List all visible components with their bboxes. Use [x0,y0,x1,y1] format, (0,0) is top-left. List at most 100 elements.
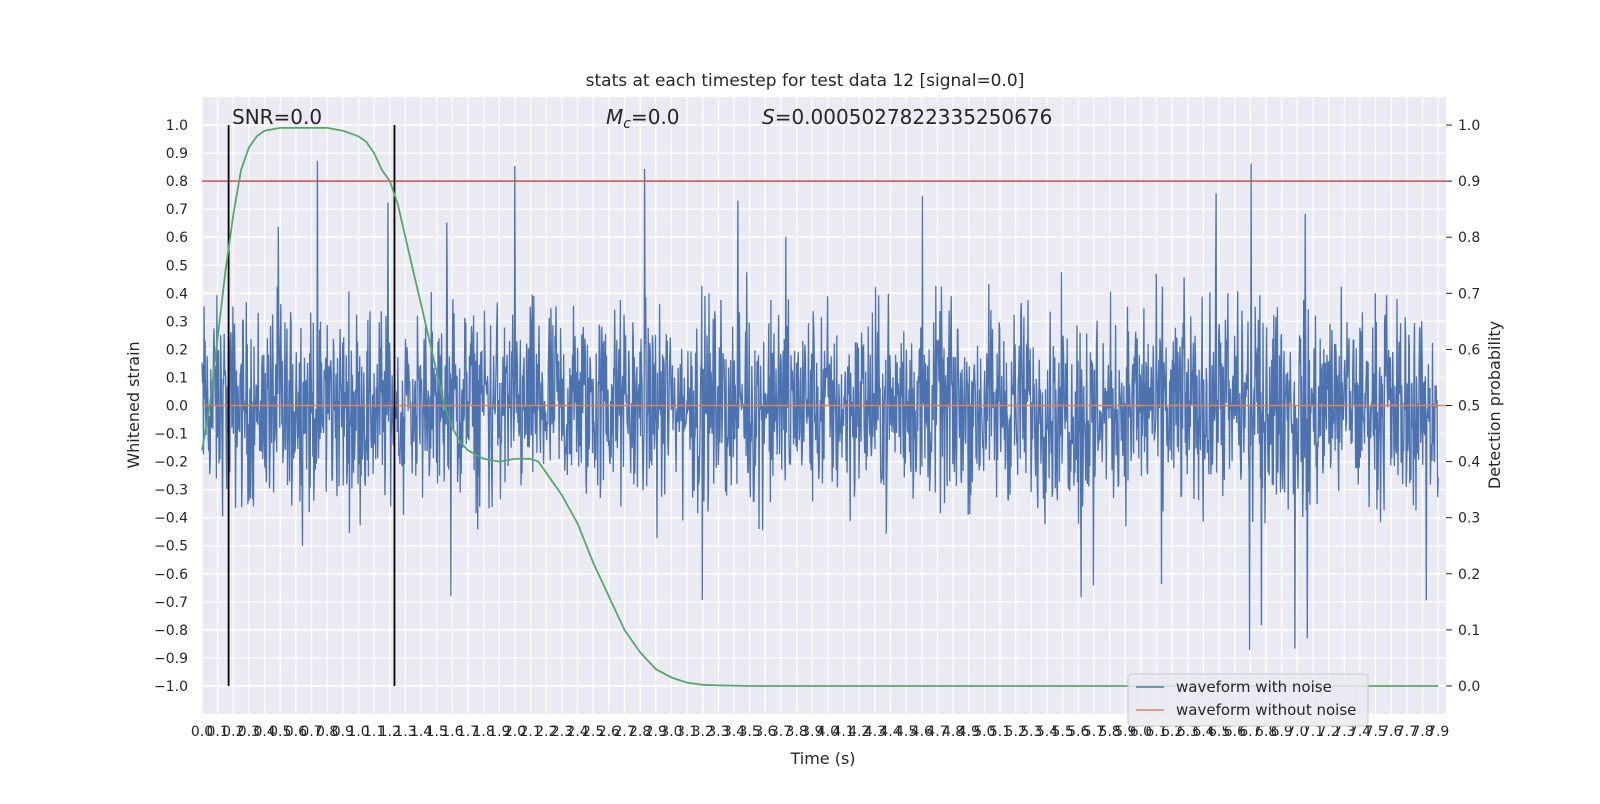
x-tick-label: 7.3 [1333,724,1355,740]
x-tick-label: 3.3 [707,724,729,740]
detection-probability-line [201,127,1439,687]
y-tick-label-left: −0.4 [154,511,188,527]
x-tick-label: 7.6 [1380,724,1402,740]
x-tick-label: 4.5 [895,724,917,740]
x-tick-label: 2.5 [582,724,604,740]
series-lines [201,125,1446,687]
x-tick-label: 0.6 [285,724,307,740]
x-tick-label: 3.9 [801,724,823,740]
x-tick-label: 1.4 [410,724,432,740]
x-tick-label: 5.7 [1083,724,1105,740]
x-tick-label: 0.7 [300,724,322,740]
x-tick-label: 7.0 [1286,724,1308,740]
x-tick-label: 1.2 [379,724,401,740]
x-tick-label: 7.8 [1411,724,1433,740]
x-tick-label: 3.6 [754,724,776,740]
y-tick-label-left: −0.6 [154,567,188,583]
x-tick-label: 5.9 [1114,724,1136,740]
x-tick-label: 1.9 [488,724,510,740]
y-tick-label-left: 0.4 [166,286,188,302]
y-tick-label-left: −0.9 [154,651,188,667]
y-tick-label-left: 0.0 [166,399,188,415]
x-tick-label: 6.1 [1145,724,1167,740]
y-tick-label-left: −0.5 [154,539,188,555]
x-tick-label: 6.3 [1177,724,1199,740]
chirp-mass-value: =0.0 [631,105,680,129]
y-tick-label-right: 1.0 [1458,118,1480,134]
y-tick-label-left: 0.2 [166,342,188,358]
y-tick-label-right: 0.9 [1458,174,1480,190]
x-tick-label: 5.1 [989,724,1011,740]
y-tick-label-left: −1.0 [154,679,188,695]
chart-title: stats at each timestep for test data 12 … [586,71,1025,91]
x-tick-label: 3.7 [770,724,792,740]
x-tick-label: 4.4 [879,724,901,740]
y-tick-label-right: 0.0 [1458,679,1480,695]
x-tick-label: 4.6 [911,724,933,740]
x-axis-label: Time (s) [789,749,855,768]
x-tick-label: 3.8 [785,724,807,740]
x-tick-label: 1.1 [363,724,385,740]
y-tick-label-right: 0.5 [1458,399,1480,415]
y-tick-label-left: 0.3 [166,314,188,330]
y-tick-label-left: −0.2 [154,455,188,471]
y-axis-label-left: Whitened strain [124,341,143,468]
y-tick-label-left: −0.8 [154,623,188,639]
x-tick-label: 6.6 [1224,724,1246,740]
x-tick-label: 6.4 [1192,724,1214,740]
snr-annotation: SNR=0.0 [232,105,322,129]
x-tick-label: 4.7 [926,724,948,740]
legend: waveform with noise waveform without noi… [1127,673,1369,727]
y-tick-label-right: 0.7 [1458,286,1480,302]
s-annotation: S=0.0005027822335250676 [762,105,1052,129]
x-tick-label: 4.2 [848,724,870,740]
legend-label-noise: waveform with noise [1176,678,1332,696]
y-tick-label-left: −0.7 [154,595,188,611]
x-tick-label: 6.5 [1208,724,1230,740]
x-tick-label: 7.9 [1427,724,1449,740]
x-tick-label: 5.5 [1051,724,1073,740]
y-axis-label-right: Detection probability [1485,321,1504,489]
x-tick-label: 2.0 [504,724,526,740]
x-tick-label: 3.4 [723,724,745,740]
x-tick-label: 3.0 [660,724,682,740]
x-tick-label: 0.5 [269,724,291,740]
x-tick-label: 4.8 [942,724,964,740]
x-tick-label: 2.6 [598,724,620,740]
x-tick-label: 7.5 [1364,724,1386,740]
y-tick-label-left: 1.0 [166,118,188,134]
x-tick-label: 3.5 [739,724,761,740]
y-tick-label-left: 0.5 [166,258,188,274]
x-tick-label: 2.4 [566,724,588,740]
y-tick-label-right: 0.4 [1458,455,1480,471]
x-tick-label: 1.5 [426,724,448,740]
x-tick-label: 2.9 [645,724,667,740]
x-tick-label: 4.1 [832,724,854,740]
x-tick-label: 5.6 [1067,724,1089,740]
y-tick-label-right: 0.8 [1458,230,1480,246]
y-tick-label-left: −0.1 [154,427,188,443]
x-tick-label: 0.0 [191,724,213,740]
x-tick-label: 4.0 [817,724,839,740]
series-waveform-with-noise [201,160,1439,650]
x-tick-label: 3.1 [676,724,698,740]
x-tick-label: 2.2 [535,724,557,740]
y-tick-label-left: 0.9 [166,146,188,162]
y-tick-label-right: 0.6 [1458,342,1480,358]
x-tick-label: 0.8 [316,724,338,740]
y-tick-label-left: 0.8 [166,174,188,190]
x-tick-label: 2.7 [613,724,635,740]
chirp-mass-subscript: c [623,116,631,132]
y-tick-label-right: 0.1 [1458,623,1480,639]
x-tick-label: 4.3 [864,724,886,740]
x-tick-label: 1.3 [394,724,416,740]
legend-box [1127,673,1369,727]
x-tick-label: 2.8 [629,724,651,740]
chirp-mass-annotation: Mc=0.0 [606,105,680,132]
x-tick-label: 1.0 [347,724,369,740]
x-tick-label: 0.4 [253,724,275,740]
x-tick-label: 5.0 [973,724,995,740]
x-tick-label: 6.0 [1130,724,1152,740]
x-tick-label: 6.2 [1161,724,1183,740]
